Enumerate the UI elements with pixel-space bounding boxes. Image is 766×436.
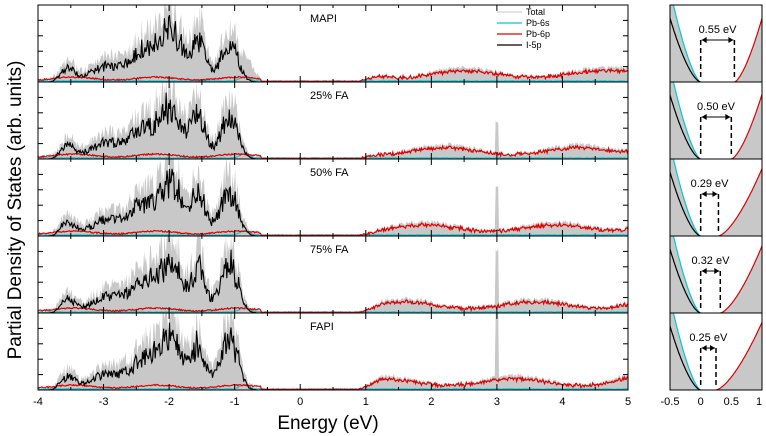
inset-pb-6p-line — [718, 168, 762, 236]
inset-total-conduction — [731, 94, 762, 159]
total-dos-area — [38, 159, 628, 236]
legend-entry: Total — [526, 7, 545, 17]
inset-pb-6p-line — [715, 322, 762, 390]
x-tick-label: -3 — [99, 396, 109, 408]
inset-panel-1: 0.50 eV — [669, 81, 763, 160]
inset-x-tick-label: 0 — [698, 396, 704, 408]
inset-panels: 0.55 eV 0.50 eV 0.29 eV 0.32 eV 0.25 eV — [669, 4, 763, 391]
x-tick-label: -4 — [33, 396, 43, 408]
inset-plot — [670, 313, 762, 390]
gap-arrow-head-left — [701, 191, 707, 198]
inset-x-tick-label: 0.5 — [724, 396, 739, 408]
gap-arrow-head-left — [701, 114, 707, 121]
inset-total-conduction — [716, 322, 762, 390]
inset-pb-6p-line — [720, 245, 762, 313]
x-axis-label: Energy (eV) — [277, 413, 378, 434]
inset-panel-0: 0.55 eV — [669, 4, 763, 83]
inset-i-5p-line — [670, 94, 701, 159]
inset-plot — [670, 5, 762, 82]
inset-pb-6s-line — [672, 159, 701, 236]
inset-i-5p-line — [670, 325, 701, 390]
x-tick-label: 2 — [428, 396, 434, 408]
panel-label: 25% FA — [310, 90, 349, 102]
inset-total-conduction — [718, 168, 762, 236]
gap-arrow-head-right — [725, 114, 731, 121]
total-dos-area — [38, 236, 628, 313]
main-panels: MAPI 25% FA 50% FA 75% FA FAPI — [37, 4, 629, 391]
inset-plot — [670, 159, 762, 236]
panel-2: 50% FA — [37, 158, 629, 237]
x-tick-label: 3 — [494, 396, 500, 408]
inset-plot — [670, 82, 762, 159]
legend-entry: I-5p — [526, 40, 542, 50]
band-gap-label: 0.55 eV — [699, 24, 738, 36]
legend-entry: Pb-6s — [526, 18, 550, 28]
gap-arrow-head-left — [701, 268, 707, 275]
x-axis-ticks: -4 -3 -2 -1 0 1 2 3 4 5 — [33, 396, 631, 408]
i-5p-line — [38, 168, 628, 236]
inset-i-5p-line — [670, 17, 701, 82]
panel-3: 75% FA — [37, 235, 629, 314]
inset-pb-6s-line — [672, 236, 701, 313]
inset-plot — [670, 236, 762, 313]
inset-total-conduction — [734, 18, 762, 82]
gap-arrow-head-right — [712, 191, 718, 198]
x-tick-label: -2 — [164, 396, 174, 408]
band-gap-label: 0.29 eV — [691, 178, 730, 190]
inset-pb-6s-line — [672, 82, 701, 159]
i-5p-line — [38, 322, 628, 390]
inset-pb-6p-line — [734, 18, 762, 82]
inset-panel-3: 0.32 eV — [669, 235, 763, 314]
band-gap-label: 0.25 eV — [689, 332, 728, 344]
gap-arrow-head-right — [710, 345, 715, 352]
inset-pb-6p-line — [731, 94, 762, 159]
inset-x-axis-ticks: -0.5 0 0.5 1 — [661, 396, 763, 408]
x-tick-label: -1 — [230, 396, 240, 408]
inset-total-conduction — [720, 246, 762, 313]
panel-1: 25% FA — [37, 81, 629, 160]
inset-i-5p-line — [670, 248, 701, 313]
y-axis-label: Partial Density of States (arb. units) — [5, 61, 26, 360]
total-dos-area — [38, 82, 628, 159]
gap-arrow-head-left — [701, 345, 707, 352]
x-tick-label: 5 — [625, 396, 631, 408]
inset-panel-2: 0.29 eV — [669, 158, 763, 237]
inset-x-tick-label: 1 — [756, 396, 762, 408]
inset-frame — [669, 312, 763, 391]
x-tick-label: 1 — [363, 396, 369, 408]
band-gap-label: 0.50 eV — [697, 101, 736, 113]
gap-arrow-head-right — [714, 268, 720, 275]
panel-label: FAPI — [310, 321, 334, 333]
gap-arrow-head-right — [728, 37, 734, 44]
x-tick-label: 0 — [297, 396, 303, 408]
i-5p-line — [38, 92, 628, 159]
inset-x-tick-label: -0.5 — [661, 396, 680, 408]
inset-panel-4: 0.25 eV — [669, 312, 763, 391]
inset-pb-6s-line — [672, 313, 701, 390]
x-tick-label: 4 — [559, 396, 565, 408]
inset-pb-6s-line — [672, 5, 701, 82]
panel-label: 50% FA — [310, 167, 349, 179]
panel-label: 75% FA — [310, 244, 349, 256]
i-5p-line — [38, 249, 628, 313]
inset-total-valence — [670, 5, 701, 82]
gap-arrow-head-left — [701, 37, 707, 44]
total-dos-area — [38, 5, 628, 82]
inset-i-5p-line — [670, 171, 701, 236]
legend-entry: Pb-6p — [526, 29, 550, 39]
panel-label: MAPI — [310, 13, 337, 25]
panel-4: FAPI — [37, 312, 629, 391]
band-gap-label: 0.32 eV — [692, 255, 731, 267]
total-dos-area — [38, 313, 628, 390]
panel-0: MAPI — [37, 4, 629, 83]
i-5p-line — [38, 14, 628, 82]
